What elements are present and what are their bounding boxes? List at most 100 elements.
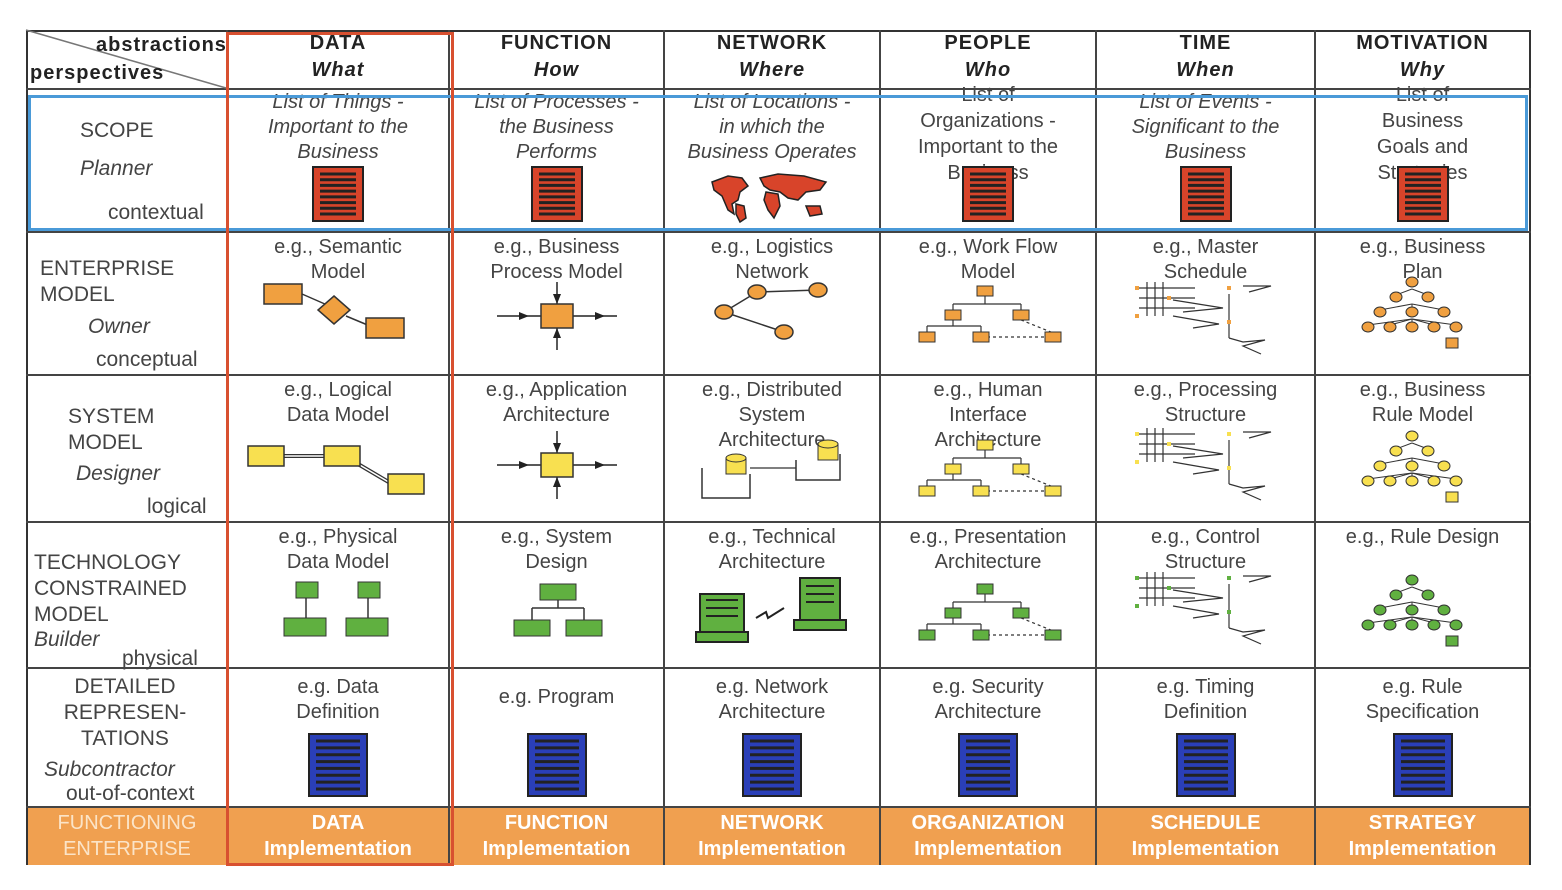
text-line: Implementation (914, 838, 1062, 860)
text-line: SCHEDULE (1150, 812, 1261, 834)
text-line: Architecture (718, 429, 826, 451)
cell-text-technology: e.g., Physical Data Model (228, 525, 448, 575)
cell-text-enterprise: e.g., Semantic Model (228, 235, 448, 285)
processing-structure-icon (1135, 428, 1272, 501)
text-line: DETAILED (74, 675, 176, 698)
text-line: in which the (719, 116, 825, 138)
column-header-network: NETWORK Where (665, 32, 879, 82)
text-line: e.g., System (500, 526, 613, 548)
text-line: the Business (499, 116, 614, 138)
text-line: Structure (1164, 404, 1247, 426)
cell-text-technology: e.g., Technical Architecture (665, 525, 879, 575)
application-architecture-icon (497, 431, 617, 499)
text-line: System (738, 404, 806, 426)
row-label-scope: SCOPE (80, 118, 248, 144)
text-line: MODEL (34, 603, 109, 626)
system-design-icon (513, 583, 603, 637)
text-line: Architecture (503, 404, 610, 426)
corner-abstractions-label: abstractions (96, 34, 227, 56)
text-line: Interface (949, 404, 1027, 426)
cell-text-enterprise: e.g., Master Schedule (1097, 235, 1314, 285)
text-line: e.g., Master (1152, 236, 1259, 258)
cell-text-detailed: e.g. Data Definition (228, 675, 448, 725)
text-line: Performs (515, 141, 598, 163)
row-label-technology: TECHNOLOGY CONSTRAINED MODEL (34, 550, 248, 628)
column-header-data: DATA What (228, 32, 448, 82)
text-line: Definition (1163, 701, 1248, 723)
corner-diagonal (25, 29, 227, 89)
footer-function-implementation: FUNCTION Implementation (450, 808, 663, 865)
business-rule-model-icon (1361, 430, 1463, 503)
cell-text-enterprise: e.g., Logistics Network (665, 235, 879, 285)
text-line: e.g., Technical (708, 526, 836, 548)
workflow-model-icon (918, 285, 1062, 343)
column-header-time: TIME When (1097, 32, 1314, 82)
scope-document-icon (962, 166, 1014, 222)
scope-document-icon (1396, 166, 1449, 222)
column-title: TIME (1179, 32, 1232, 54)
text-line: e.g., Work Flow (918, 236, 1058, 258)
detailed-document-icon (958, 733, 1018, 797)
semantic-model-icon (263, 283, 405, 339)
grid-line (26, 88, 1531, 90)
cell-text-system: e.g., Distributed System Architecture (665, 378, 879, 453)
row-role: Owner (88, 315, 150, 338)
detailed-document-icon (308, 733, 368, 797)
text-line: Process Model (490, 261, 623, 283)
detailed-document-icon (1392, 733, 1453, 797)
footer-network-implementation: NETWORK Implementation (665, 808, 879, 865)
text-line: SYSTEM (68, 405, 155, 428)
text-line: e.g., Logical (284, 379, 392, 401)
text-line: STRATEGY (1368, 812, 1477, 834)
cell-text-detailed: e.g. Timing Definition (1097, 675, 1314, 725)
presentation-architecture-icon (918, 583, 1062, 641)
column-header-function: FUNCTION How (450, 32, 663, 82)
text-line: Business (1381, 110, 1464, 132)
row-label-system: SYSTEM MODEL (68, 404, 248, 456)
text-line: e.g. Data (297, 676, 379, 698)
column-title: MOTIVATION (1356, 32, 1489, 54)
grid-line (663, 30, 665, 865)
text-line: e.g., Rule Design (1345, 526, 1500, 548)
text-line: e.g., Processing (1133, 379, 1278, 401)
footer-schedule-implementation: SCHEDULE Implementation (1097, 808, 1314, 865)
text-line: TECHNOLOGY (34, 551, 182, 574)
logical-data-model-icon (247, 445, 425, 495)
corner-perspectives-label: perspectives (30, 62, 165, 84)
cell-text-detailed: e.g. Security Architecture (881, 675, 1095, 725)
process-model-icon (497, 282, 617, 350)
cell-text-enterprise: e.g., Business Process Model (450, 235, 663, 285)
text-line: FUNCTIONING (57, 812, 197, 834)
scope-row-highlight (28, 95, 1528, 231)
text-line: Rule Model (1371, 404, 1474, 426)
control-structure-icon (1135, 572, 1272, 645)
text-line: Business Operates (687, 141, 857, 163)
text-line: Significant to the (1131, 116, 1280, 138)
text-line: NETWORK (720, 812, 824, 834)
row-role: Planner (80, 157, 153, 180)
text-line: e.g., Control (1151, 526, 1260, 548)
text-line: Design (525, 551, 588, 573)
column-title: PEOPLE (944, 32, 1032, 54)
cell-text-system: e.g., Processing Structure (1097, 378, 1314, 428)
text-line: DATA (311, 812, 365, 834)
column-header-people: PEOPLE Who (881, 32, 1095, 82)
column-question: Where (738, 59, 806, 81)
text-line: TATIONS (81, 727, 169, 750)
text-line: Business (297, 141, 379, 163)
text-line: e.g., Human (933, 379, 1043, 401)
column-header-motivation: MOTIVATION Why (1316, 32, 1529, 82)
technical-architecture-icon (695, 577, 847, 643)
business-plan-icon (1361, 276, 1463, 349)
text-line: REPRESEN- (63, 701, 187, 724)
grid-line (26, 667, 1531, 669)
text-line: Model (960, 261, 1016, 283)
grid-line (1095, 30, 1097, 865)
text-line: Business (1164, 141, 1247, 163)
cell-text-technology: e.g., System Design (450, 525, 663, 575)
cell-text-system: e.g., Business Rule Model (1316, 378, 1529, 428)
text-line: Architecture (934, 551, 1042, 573)
row-label-detailed: DETAILED REPRESEN- TATIONS (30, 674, 220, 752)
text-line: e.g., Presentation (909, 526, 1067, 548)
text-line: ENTERPRISE (40, 257, 175, 280)
